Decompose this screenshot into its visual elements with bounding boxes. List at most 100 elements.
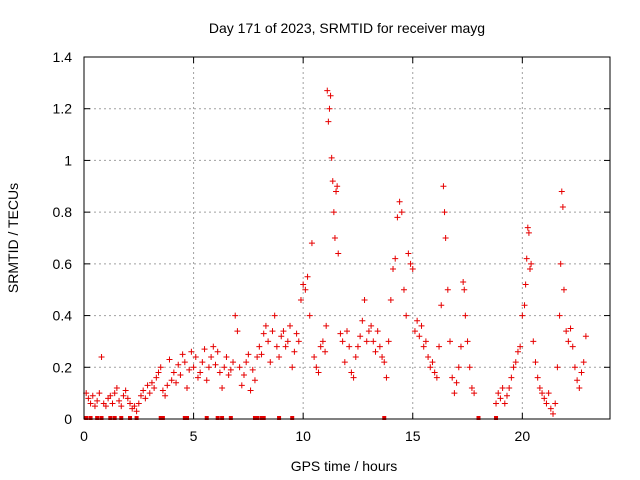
data-point — [181, 359, 188, 366]
data-point — [297, 297, 304, 304]
data-point — [173, 379, 180, 386]
data-point — [140, 387, 147, 394]
data-point — [284, 338, 291, 345]
data-point — [260, 330, 267, 337]
data-point — [536, 384, 543, 391]
data-point — [124, 395, 131, 402]
data-point — [208, 353, 215, 360]
data-point — [184, 384, 191, 391]
data-point — [346, 343, 353, 350]
x-tick-label: 0 — [80, 428, 88, 444]
data-point — [289, 364, 296, 371]
data-point — [539, 390, 546, 397]
data-point — [271, 312, 278, 319]
data-point — [329, 178, 336, 185]
data-point — [359, 317, 366, 324]
data-point — [464, 338, 471, 345]
x-tick-label: 5 — [190, 428, 198, 444]
data-point — [460, 278, 467, 285]
x-tick-label: 20 — [515, 428, 531, 444]
data-point — [94, 397, 101, 404]
data-point — [528, 260, 535, 267]
data-point — [556, 312, 563, 319]
data-point — [545, 390, 552, 397]
data-point — [319, 338, 326, 345]
data-point — [350, 374, 357, 381]
data-point — [245, 351, 252, 358]
y-tick-label: 1.4 — [53, 49, 73, 65]
data-point — [118, 403, 125, 410]
y-axis-ticks: 0 0.2 0.4 0.6 0.8 1 1.2 1.4 — [53, 49, 610, 427]
data-point — [407, 260, 414, 267]
data-point — [304, 273, 311, 280]
data-point — [262, 322, 269, 329]
data-point — [524, 224, 531, 231]
data-point — [243, 359, 250, 366]
data-point — [107, 392, 114, 399]
data-point — [398, 209, 405, 216]
data-point — [188, 348, 195, 355]
data-point — [567, 325, 574, 332]
data-point — [574, 377, 581, 384]
data-point — [311, 353, 318, 360]
data-point — [291, 348, 298, 355]
data-point — [400, 286, 407, 293]
data-point — [394, 214, 401, 221]
data-point — [142, 395, 149, 402]
data-point — [267, 359, 274, 366]
data-point — [418, 322, 425, 329]
data-point — [186, 366, 193, 373]
data-point — [131, 403, 138, 410]
data-point — [133, 408, 140, 415]
x-axis-ticks: 0 5 10 15 20 — [80, 57, 530, 444]
data-points — [83, 87, 589, 417]
data-point — [205, 364, 212, 371]
data-point — [438, 302, 445, 309]
data-point — [325, 118, 332, 125]
data-point — [177, 372, 184, 379]
data-point — [451, 390, 458, 397]
data-point — [433, 374, 440, 381]
data-point — [352, 353, 359, 360]
data-point — [146, 390, 153, 397]
data-point — [85, 395, 92, 402]
data-point — [449, 374, 456, 381]
data-point — [442, 235, 449, 241]
data-point — [444, 286, 451, 293]
data-point — [497, 395, 504, 402]
data-point — [506, 384, 513, 391]
data-point — [212, 361, 219, 368]
data-point — [127, 400, 134, 407]
data-point — [216, 369, 223, 376]
data-point — [527, 266, 534, 273]
data-point — [543, 400, 550, 407]
data-point — [471, 390, 478, 397]
data-point — [265, 338, 272, 345]
data-point — [179, 351, 186, 358]
data-point — [370, 338, 377, 345]
data-point — [113, 384, 120, 391]
data-point — [251, 377, 258, 384]
data-point — [135, 400, 142, 407]
data-point — [282, 343, 289, 350]
data-point — [578, 369, 585, 376]
data-point — [493, 400, 500, 407]
data-point — [468, 384, 475, 391]
data-point — [254, 353, 261, 360]
data-point — [392, 255, 399, 262]
data-point — [341, 359, 348, 366]
data-point — [331, 235, 338, 241]
data-point — [461, 286, 468, 293]
data-point — [333, 188, 340, 195]
data-point — [159, 387, 166, 394]
data-point — [223, 353, 230, 360]
data-point — [144, 382, 151, 389]
data-point — [387, 297, 394, 304]
data-point — [157, 364, 164, 371]
data-point — [363, 338, 370, 345]
data-point — [197, 369, 204, 376]
data-point — [238, 382, 245, 389]
y-tick-label: 0.8 — [53, 204, 73, 220]
data-point — [302, 286, 309, 293]
y-tick-label: 1.2 — [53, 101, 73, 117]
